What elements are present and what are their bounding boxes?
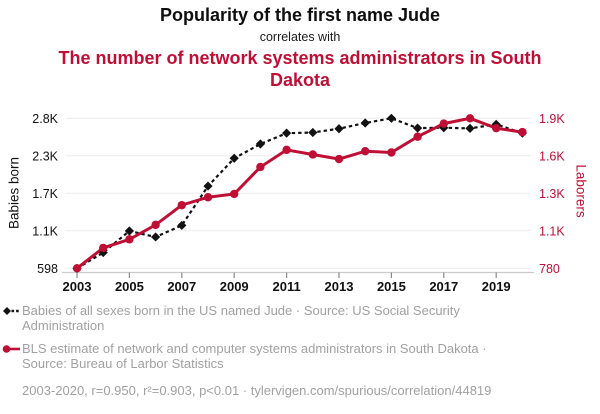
x-axis-tick-label: 2005 [115, 279, 144, 294]
diamond-data-point-marker [334, 124, 344, 134]
circle-data-point-marker [230, 189, 239, 199]
left-axis-title: Babies born [6, 156, 22, 230]
circle-data-point-marker [465, 114, 475, 123]
right-axis-tick-label: 780 [539, 262, 560, 276]
circle-data-point-marker [361, 146, 370, 156]
x-axis-tick-label: 2007 [167, 279, 196, 294]
circle-data-point-marker [72, 264, 82, 273]
x-axis-tick-label: 2013 [325, 279, 354, 294]
circle-data-point-marker [203, 193, 213, 202]
circle-data-point-marker [518, 127, 527, 137]
chart-subtitle: The number of network systems administra… [58, 48, 542, 90]
series-line-babies [76, 117, 523, 270]
left-axis-tick-label: 1.7K [32, 187, 58, 201]
x-axis-tick-label: 2019 [482, 279, 511, 294]
diamond-data-point-marker [151, 232, 161, 242]
diamond-data-point-marker [386, 113, 396, 123]
diamond-data-point-marker [465, 123, 475, 134]
circle-data-point-marker [125, 235, 134, 244]
right-axis-title: Laborers [573, 164, 589, 218]
left-axis-tick-label: 2.8K [32, 112, 58, 126]
x-axis-tick-label: 2003 [63, 279, 92, 294]
legend-item-label: Babies of all sexes born in the US named… [22, 303, 460, 333]
legend-item-babies: Babies of all sexes born in the US named… [2, 303, 582, 333]
circle-data-point-marker [308, 150, 317, 159]
diamond-data-point-marker [203, 181, 213, 191]
chart-title: Popularity of the first name Jude [159, 5, 441, 25]
circle-data-point-marker [151, 220, 160, 230]
circle-data-point-marker [177, 200, 186, 210]
left-axis-tick-label: 598 [37, 262, 58, 276]
legend-item-laborers: BLS estimate of network and computer sys… [2, 341, 582, 371]
diamond-data-point-marker [360, 118, 370, 128]
diamond-data-point-marker [177, 220, 187, 231]
legend-item-label: BLS estimate of network and computer sys… [22, 341, 487, 371]
left-axis-tick-label: 1.1K [32, 224, 58, 238]
x-axis-tick-label: 2011 [272, 279, 300, 294]
right-axis-tick-label: 1.3K [539, 187, 565, 201]
left-axis-tick-label: 2.3K [32, 149, 58, 163]
circle-data-point-marker [256, 162, 265, 172]
correlates-with-label: correlates with [259, 30, 341, 44]
right-axis-tick-label: 1.1K [539, 224, 565, 238]
x-axis-tick-label: 2009 [220, 279, 249, 294]
diamond-data-point-marker [308, 127, 318, 138]
x-axis-tick-label: 2017 [429, 279, 458, 294]
red-circle-solid-marker-icon [2, 345, 20, 353]
right-axis-tick-label: 1.6K [539, 149, 565, 163]
circle-data-point-marker [413, 132, 422, 141]
x-axis-tick-label: 2015 [377, 279, 406, 294]
circle-data-point-marker [99, 243, 108, 253]
series-line-laborers [76, 116, 523, 270]
right-axis-tick-label: 1.9K [539, 112, 565, 126]
diamond-data-point-marker [124, 226, 134, 236]
chart-canvas: 2.8K 1.9K 2.3K 1.6K 1.7K 1.3K 1.1K 1.1K 598 780 20… [32, 112, 565, 294]
diamond-data-point-marker [282, 128, 292, 138]
black-diamond-dashed-marker-icon [3, 307, 20, 315]
diamond-data-point-marker [255, 139, 265, 149]
circle-data-point-marker [387, 148, 396, 157]
circle-data-point-marker [334, 154, 344, 164]
circle-data-point-marker [439, 119, 448, 128]
diamond-data-point-marker [413, 123, 423, 133]
stats-footnote: 2003-2020, r=0.950, r²=0.903, p<0.01 · t… [22, 383, 492, 398]
circle-data-point-marker [492, 123, 501, 133]
circle-data-point-marker [282, 145, 291, 155]
